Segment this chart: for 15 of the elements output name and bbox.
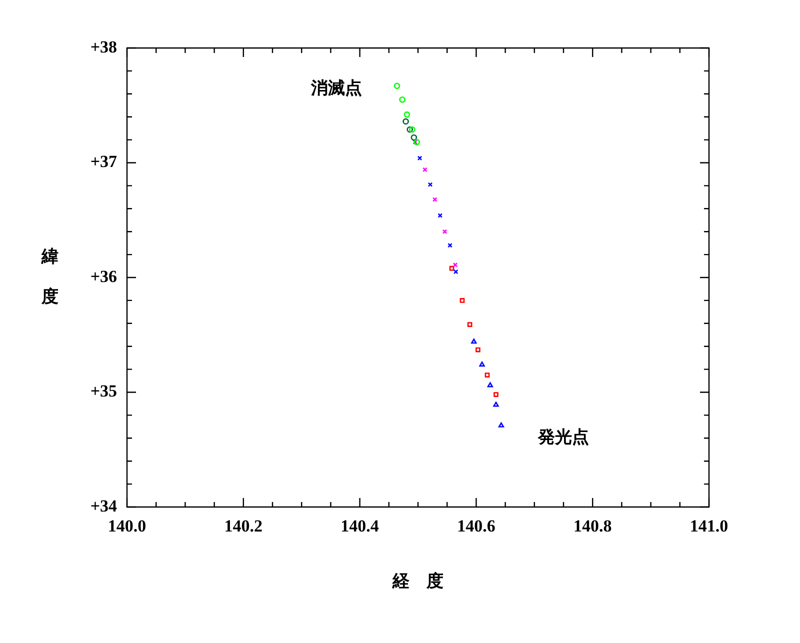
y-tick-label: +34 bbox=[90, 496, 118, 516]
y-tick-label: +38 bbox=[90, 37, 117, 56]
x-tick-label: 141.0 bbox=[690, 516, 728, 536]
y-tick-label: +35 bbox=[90, 382, 117, 401]
x-tick-label: 140.4 bbox=[340, 516, 380, 536]
annotation: 発光点 bbox=[537, 428, 589, 447]
x-tick-label: 140.2 bbox=[224, 516, 263, 536]
annotation: 消滅点 bbox=[310, 78, 362, 98]
y-tick-label: +37 bbox=[90, 152, 118, 172]
x-tick-label: 140.6 bbox=[457, 516, 496, 536]
x-tick-label: 140.0 bbox=[108, 516, 146, 536]
y-tick-label: +36 bbox=[90, 266, 117, 286]
text: 緯度 bbox=[42, 246, 58, 306]
x-tick-label: 140.8 bbox=[573, 516, 612, 536]
x-axis-title: 経 度 bbox=[392, 571, 444, 590]
